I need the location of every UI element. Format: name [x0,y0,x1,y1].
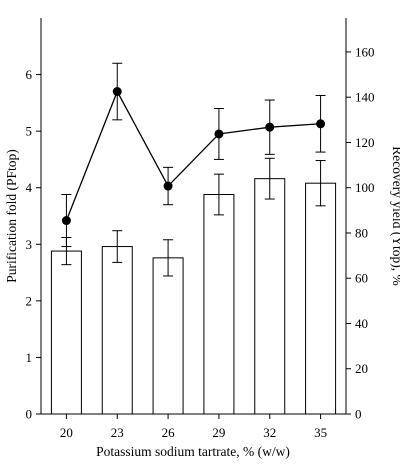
x-axis-title: Potassium sodium tartrate, % (w/w) [96,444,290,459]
bar-35 [305,182,337,415]
line-series [65,90,321,221]
x-tick-label-26: 26 [162,425,176,440]
x-tick-label-35: 35 [314,425,327,440]
left-axis-title: Purification fold (PFtop) [4,149,19,283]
left-tick-label-1: 1 [26,350,33,365]
bar-32 [254,178,286,415]
left-tick-label-5: 5 [26,124,33,139]
point-26 [163,181,173,191]
right-tick-label-80: 80 [355,225,368,240]
left-tick-label-2: 2 [26,293,33,308]
line-layer [61,62,326,248]
point-23 [112,87,122,97]
right-axis-title: Recovery yield (Ytop), % [390,146,400,285]
point-20 [61,216,71,226]
right-tick-label-120: 120 [355,135,375,150]
right-tick-label-20: 20 [355,361,368,376]
bar-29 [203,194,235,415]
axes-layer [40,18,347,415]
right-tick-label-160: 160 [355,44,375,59]
left-tick-label-3: 3 [26,237,33,252]
point-29 [214,129,224,139]
bars-layer [50,157,337,415]
right-tick-label-0: 0 [355,407,362,422]
bar-20 [50,250,82,415]
bar-23 [101,246,133,415]
point-32 [265,122,275,132]
left-tick-label-6: 6 [26,67,33,82]
right-tick-label-100: 100 [355,180,375,195]
bar-26 [152,257,184,415]
right-tick-label-140: 140 [355,90,375,105]
left-tick-label-0: 0 [26,407,33,422]
left-tick-label-4: 4 [26,180,33,195]
x-tick-label-29: 29 [212,425,225,440]
x-tick-label-23: 23 [111,425,124,440]
right-tick-label-40: 40 [355,316,368,331]
x-tick-label-32: 32 [263,425,276,440]
right-tick-label-60: 60 [355,271,368,286]
x-tick-label-20: 20 [60,425,73,440]
point-35 [316,119,326,129]
